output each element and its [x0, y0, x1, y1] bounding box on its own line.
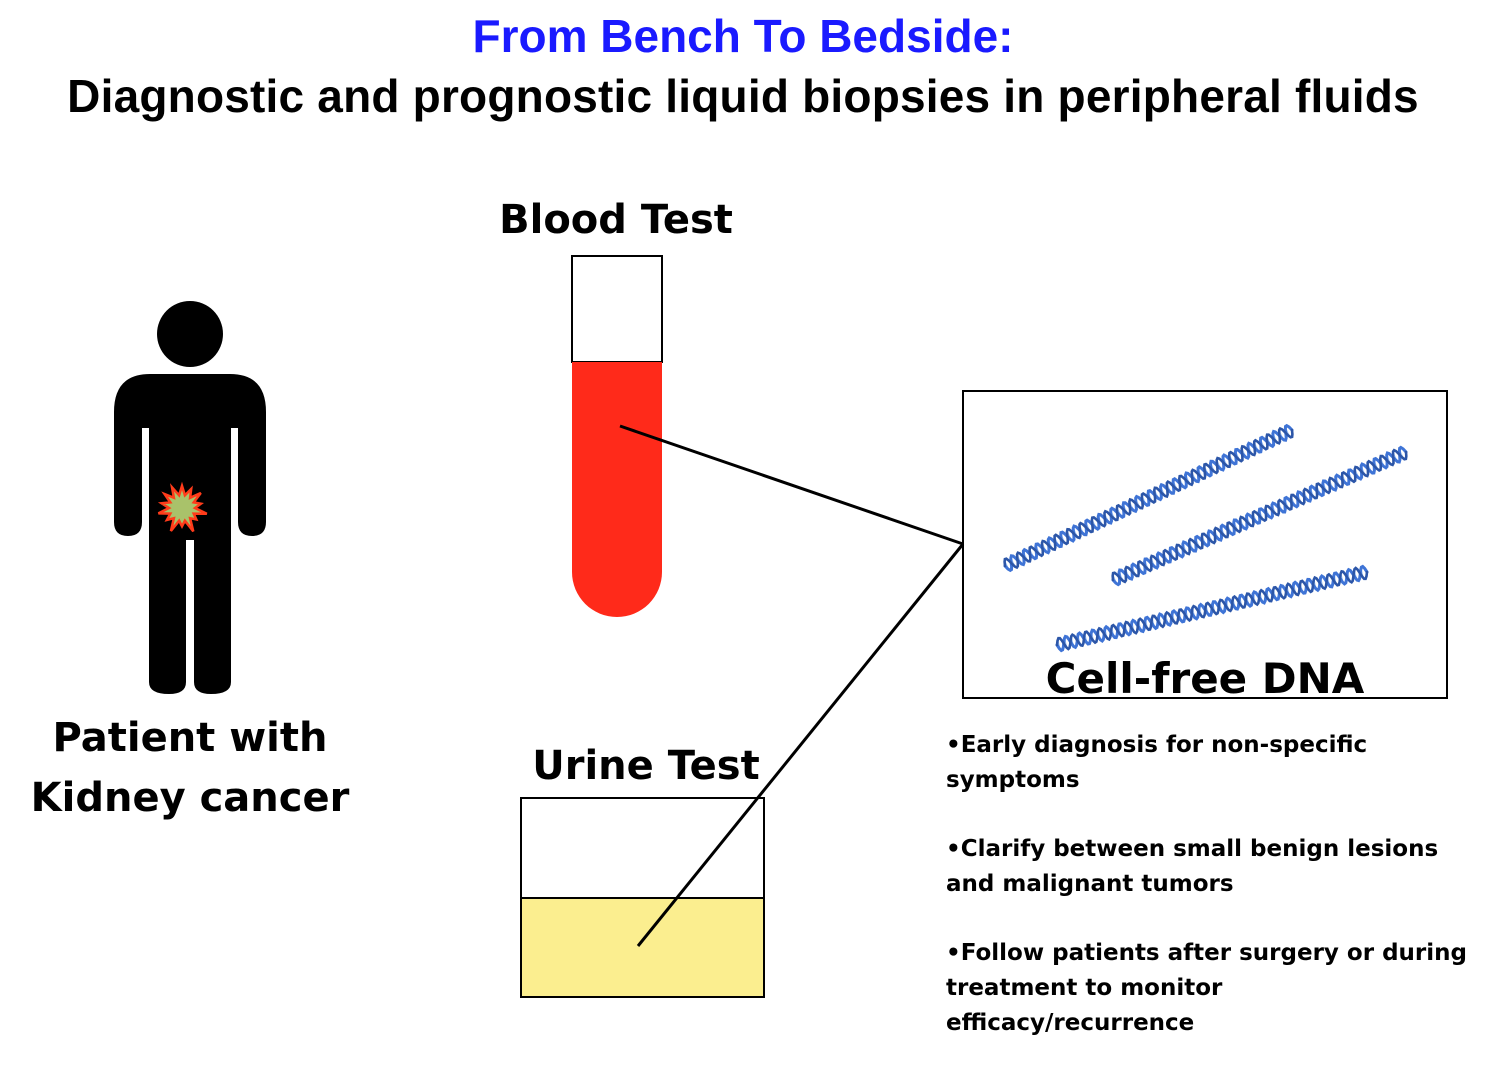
blood-test-label: Blood Test	[499, 197, 733, 243]
diagram-title: From Bench To Bedside:	[472, 10, 1014, 62]
diagram-canvas	[114, 255, 1448, 998]
blood-connector-line	[619, 424, 964, 546]
dna-strand	[1055, 566, 1369, 651]
benefit-item: •Clarify between small benign lesions an…	[946, 836, 1439, 897]
diagram-subtitle: Diagnostic and prognostic liquid biopsie…	[67, 70, 1419, 122]
cell-free-dna-label: Cell-free DNA	[1045, 654, 1365, 703]
blood-tube-icon	[571, 255, 663, 617]
dna-strand	[1111, 448, 1408, 584]
person-silhouette-icon	[114, 301, 266, 694]
benefit-item: •Early diagnosis for non-specific sympto…	[946, 732, 1368, 793]
patient-label-line-1: Patient with	[52, 715, 328, 761]
dna-strand	[1003, 426, 1294, 570]
dna-helix-icon	[1003, 423, 1408, 653]
patient-label-line-2: Kidney cancer	[30, 775, 350, 821]
urine-connector-line	[636, 543, 965, 947]
patient-label: Patient with Kidney cancer	[30, 708, 350, 828]
urine-test-label: Urine Test	[532, 743, 760, 789]
tumor-starburst-icon	[157, 481, 208, 533]
benefits-list: •Early diagnosis for non-specific sympto…	[946, 728, 1476, 1075]
benefit-item: •Follow patients after surgery or during…	[946, 940, 1467, 1036]
urine-container-icon	[520, 797, 765, 998]
